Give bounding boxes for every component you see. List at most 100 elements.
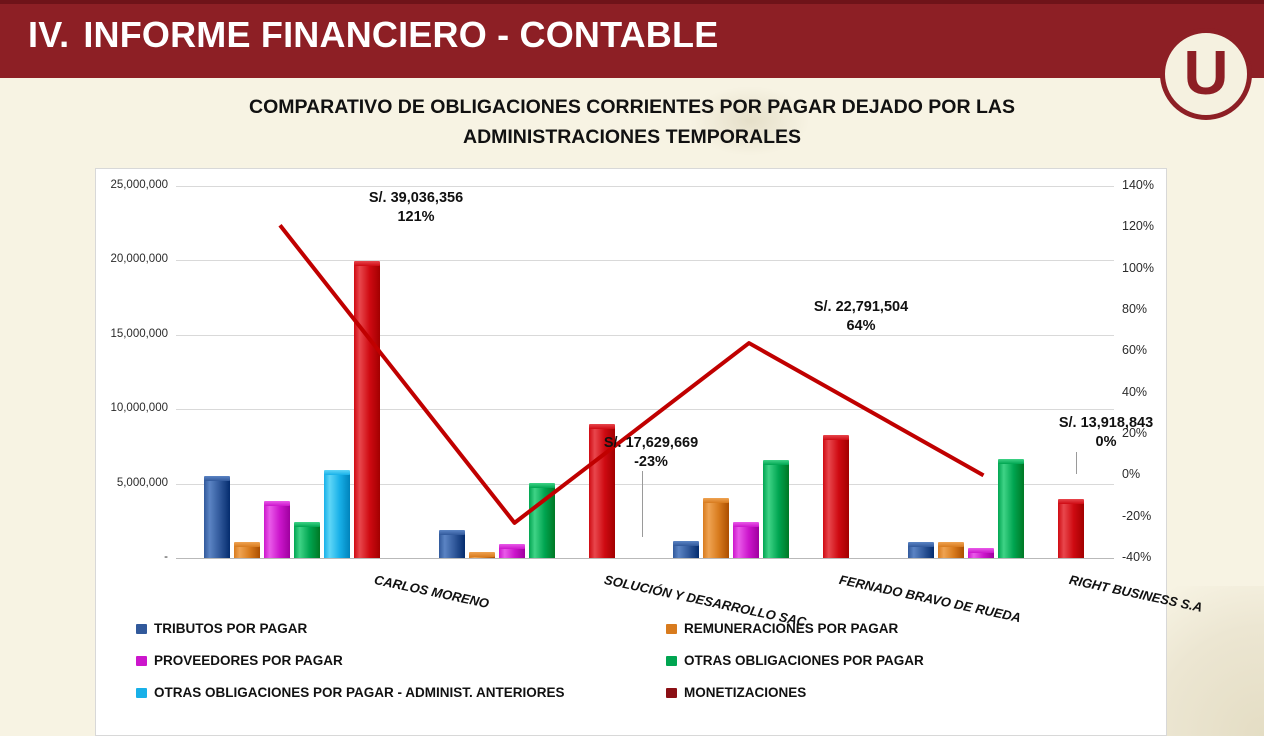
bar-face (967, 551, 994, 558)
bar-top-cap (438, 530, 465, 536)
bar (294, 522, 320, 558)
page-title: IV. INFORME FINANCIERO - CONTABLE (28, 14, 718, 56)
chart-legend: TRIBUTOS POR PAGAR REMUNERACIONES POR PAG… (136, 621, 1146, 700)
bar (468, 552, 495, 558)
legend-item[interactable]: TRIBUTOS POR PAGAR (136, 621, 666, 636)
bar-top-cap (907, 541, 934, 547)
x-axis-category-label: CARLOS MORENO (372, 572, 491, 611)
legend-swatch-icon (666, 687, 677, 698)
bar-face (703, 501, 729, 558)
bar-face (294, 526, 320, 558)
bar (264, 501, 290, 558)
data-point-label: S/. 17,629,669 -23% (566, 434, 736, 472)
axis-baseline (176, 558, 1114, 559)
bar (733, 521, 759, 558)
legend-item[interactable]: REMUNERACIONES POR PAGAR (666, 621, 1146, 636)
section-title-text: INFORME FINANCIERO - CONTABLE (83, 14, 719, 55)
bar-top-cap (264, 501, 290, 507)
bar-face (264, 505, 290, 558)
bar (528, 482, 555, 558)
bar-top-cap (1057, 499, 1084, 505)
gridline (176, 260, 1114, 262)
secondary-y-axis-tick-label: -20% (1122, 508, 1152, 523)
y-axis-tick-label: 5,000,000 (116, 476, 168, 489)
bar-top-cap (733, 521, 759, 527)
secondary-y-axis-tick-label: 100% (1122, 260, 1154, 275)
data-point-amount: S/. 39,036,356 (368, 190, 464, 206)
secondary-y-axis-tick-label: 120% (1122, 219, 1154, 234)
bar-face (733, 525, 759, 558)
legend-item[interactable]: MONETIZACIONES (666, 685, 1146, 700)
legend-swatch-icon (666, 655, 677, 666)
bar-face (204, 480, 230, 558)
chart-container: 25,000,000 20,000,000 15,000,000 10,000,000… (95, 168, 1204, 736)
bar-top-cap (967, 547, 994, 553)
legend-item[interactable]: PROVEEDORES POR PAGAR (136, 653, 666, 668)
bar-top-cap (498, 543, 525, 549)
bar-top-cap (673, 540, 699, 546)
legend-item[interactable]: OTRAS OBLIGACIONES POR PAGAR (666, 653, 1146, 668)
x-axis-category-label: FERNADO BRAVO DE RUEDA (837, 572, 1023, 626)
y-axis-tick-label: 20,000,000 (110, 253, 168, 266)
secondary-y-axis-tick-label: 80% (1122, 302, 1148, 316)
bar-face (673, 544, 699, 558)
bar (438, 530, 465, 558)
data-point-label: S/. 39,036,356 121% (331, 189, 501, 227)
gridline (176, 409, 1114, 411)
bar-face (498, 547, 525, 558)
legend-label: TRIBUTOS POR PAGAR (154, 621, 308, 636)
bar-top-cap (324, 470, 350, 476)
y-axis-tick-label: 15,000,000 (110, 327, 168, 340)
secondary-y-axis-tick-label: -40% (1122, 550, 1152, 564)
data-point-percent: 0% (1095, 434, 1117, 450)
bar (234, 542, 260, 558)
bar-top-cap (234, 542, 260, 548)
bar (703, 497, 729, 558)
bar-top-cap (468, 552, 495, 558)
legend-item[interactable]: OTRAS OBLIGACIONES POR PAGAR - ADMINIST.… (136, 685, 666, 700)
secondary-y-axis-tick-label: 0% (1122, 467, 1141, 482)
secondary-y-axis-tick-label: 60% (1122, 343, 1148, 358)
data-point-amount: S/. 22,791,504 (813, 299, 909, 315)
bar-face (528, 486, 555, 558)
section-numeral: IV. (28, 14, 70, 55)
y-axis-tick-label: 25,000,000 (110, 179, 168, 191)
bar-top-cap (997, 459, 1024, 465)
chart-title-line-1: COMPARATIVO DE OBLIGACIONES CORRIENTES P… (249, 96, 1015, 118)
bar (997, 459, 1024, 558)
legend-label: REMUNERACIONES POR PAGAR (684, 621, 899, 636)
bar-top-cap (763, 459, 789, 465)
chart-title-line-2: ADMINISTRACIONES TEMPORALES (462, 126, 801, 148)
bar-face (438, 534, 465, 558)
label-leader-line (642, 471, 643, 537)
chart-title: COMPARATIVO DE OBLIGACIONES CORRIENTES P… (120, 92, 1144, 152)
bar-top-cap (823, 434, 849, 440)
bar-top-cap (204, 476, 230, 482)
legend-label: OTRAS OBLIGACIONES POR PAGAR (684, 653, 924, 668)
data-point-amount: S/. 13,918,843 (1058, 415, 1154, 431)
bar (498, 543, 525, 558)
legend-swatch-icon (666, 623, 677, 634)
bar-face (468, 556, 495, 558)
legend-swatch-icon (136, 623, 147, 634)
legend-swatch-icon (136, 655, 147, 666)
data-point-label: S/. 22,791,504 64% (776, 298, 946, 336)
label-leader-line (1076, 452, 1077, 474)
bar-face (234, 546, 260, 558)
y-axis-tick-label: - (164, 551, 168, 563)
bar-top-cap (528, 482, 555, 488)
header-banner: IV. INFORME FINANCIERO - CONTABLE (0, 0, 1264, 78)
gridline (176, 186, 1114, 187)
bar (907, 541, 934, 558)
bar-top-cap (703, 497, 729, 503)
bar (1057, 499, 1084, 558)
universitario-logo: U (1160, 28, 1252, 120)
bar-top-cap (588, 424, 615, 430)
data-point-percent: 64% (846, 318, 876, 334)
logo-letter: U (1183, 39, 1229, 108)
bar (823, 434, 849, 558)
secondary-y-axis-tick-label: 140% (1122, 178, 1154, 192)
legend-label: OTRAS OBLIGACIONES POR PAGAR - ADMINIST.… (154, 685, 565, 700)
data-point-amount: S/. 17,629,669 (603, 435, 699, 451)
data-point-percent: 121% (397, 209, 435, 225)
